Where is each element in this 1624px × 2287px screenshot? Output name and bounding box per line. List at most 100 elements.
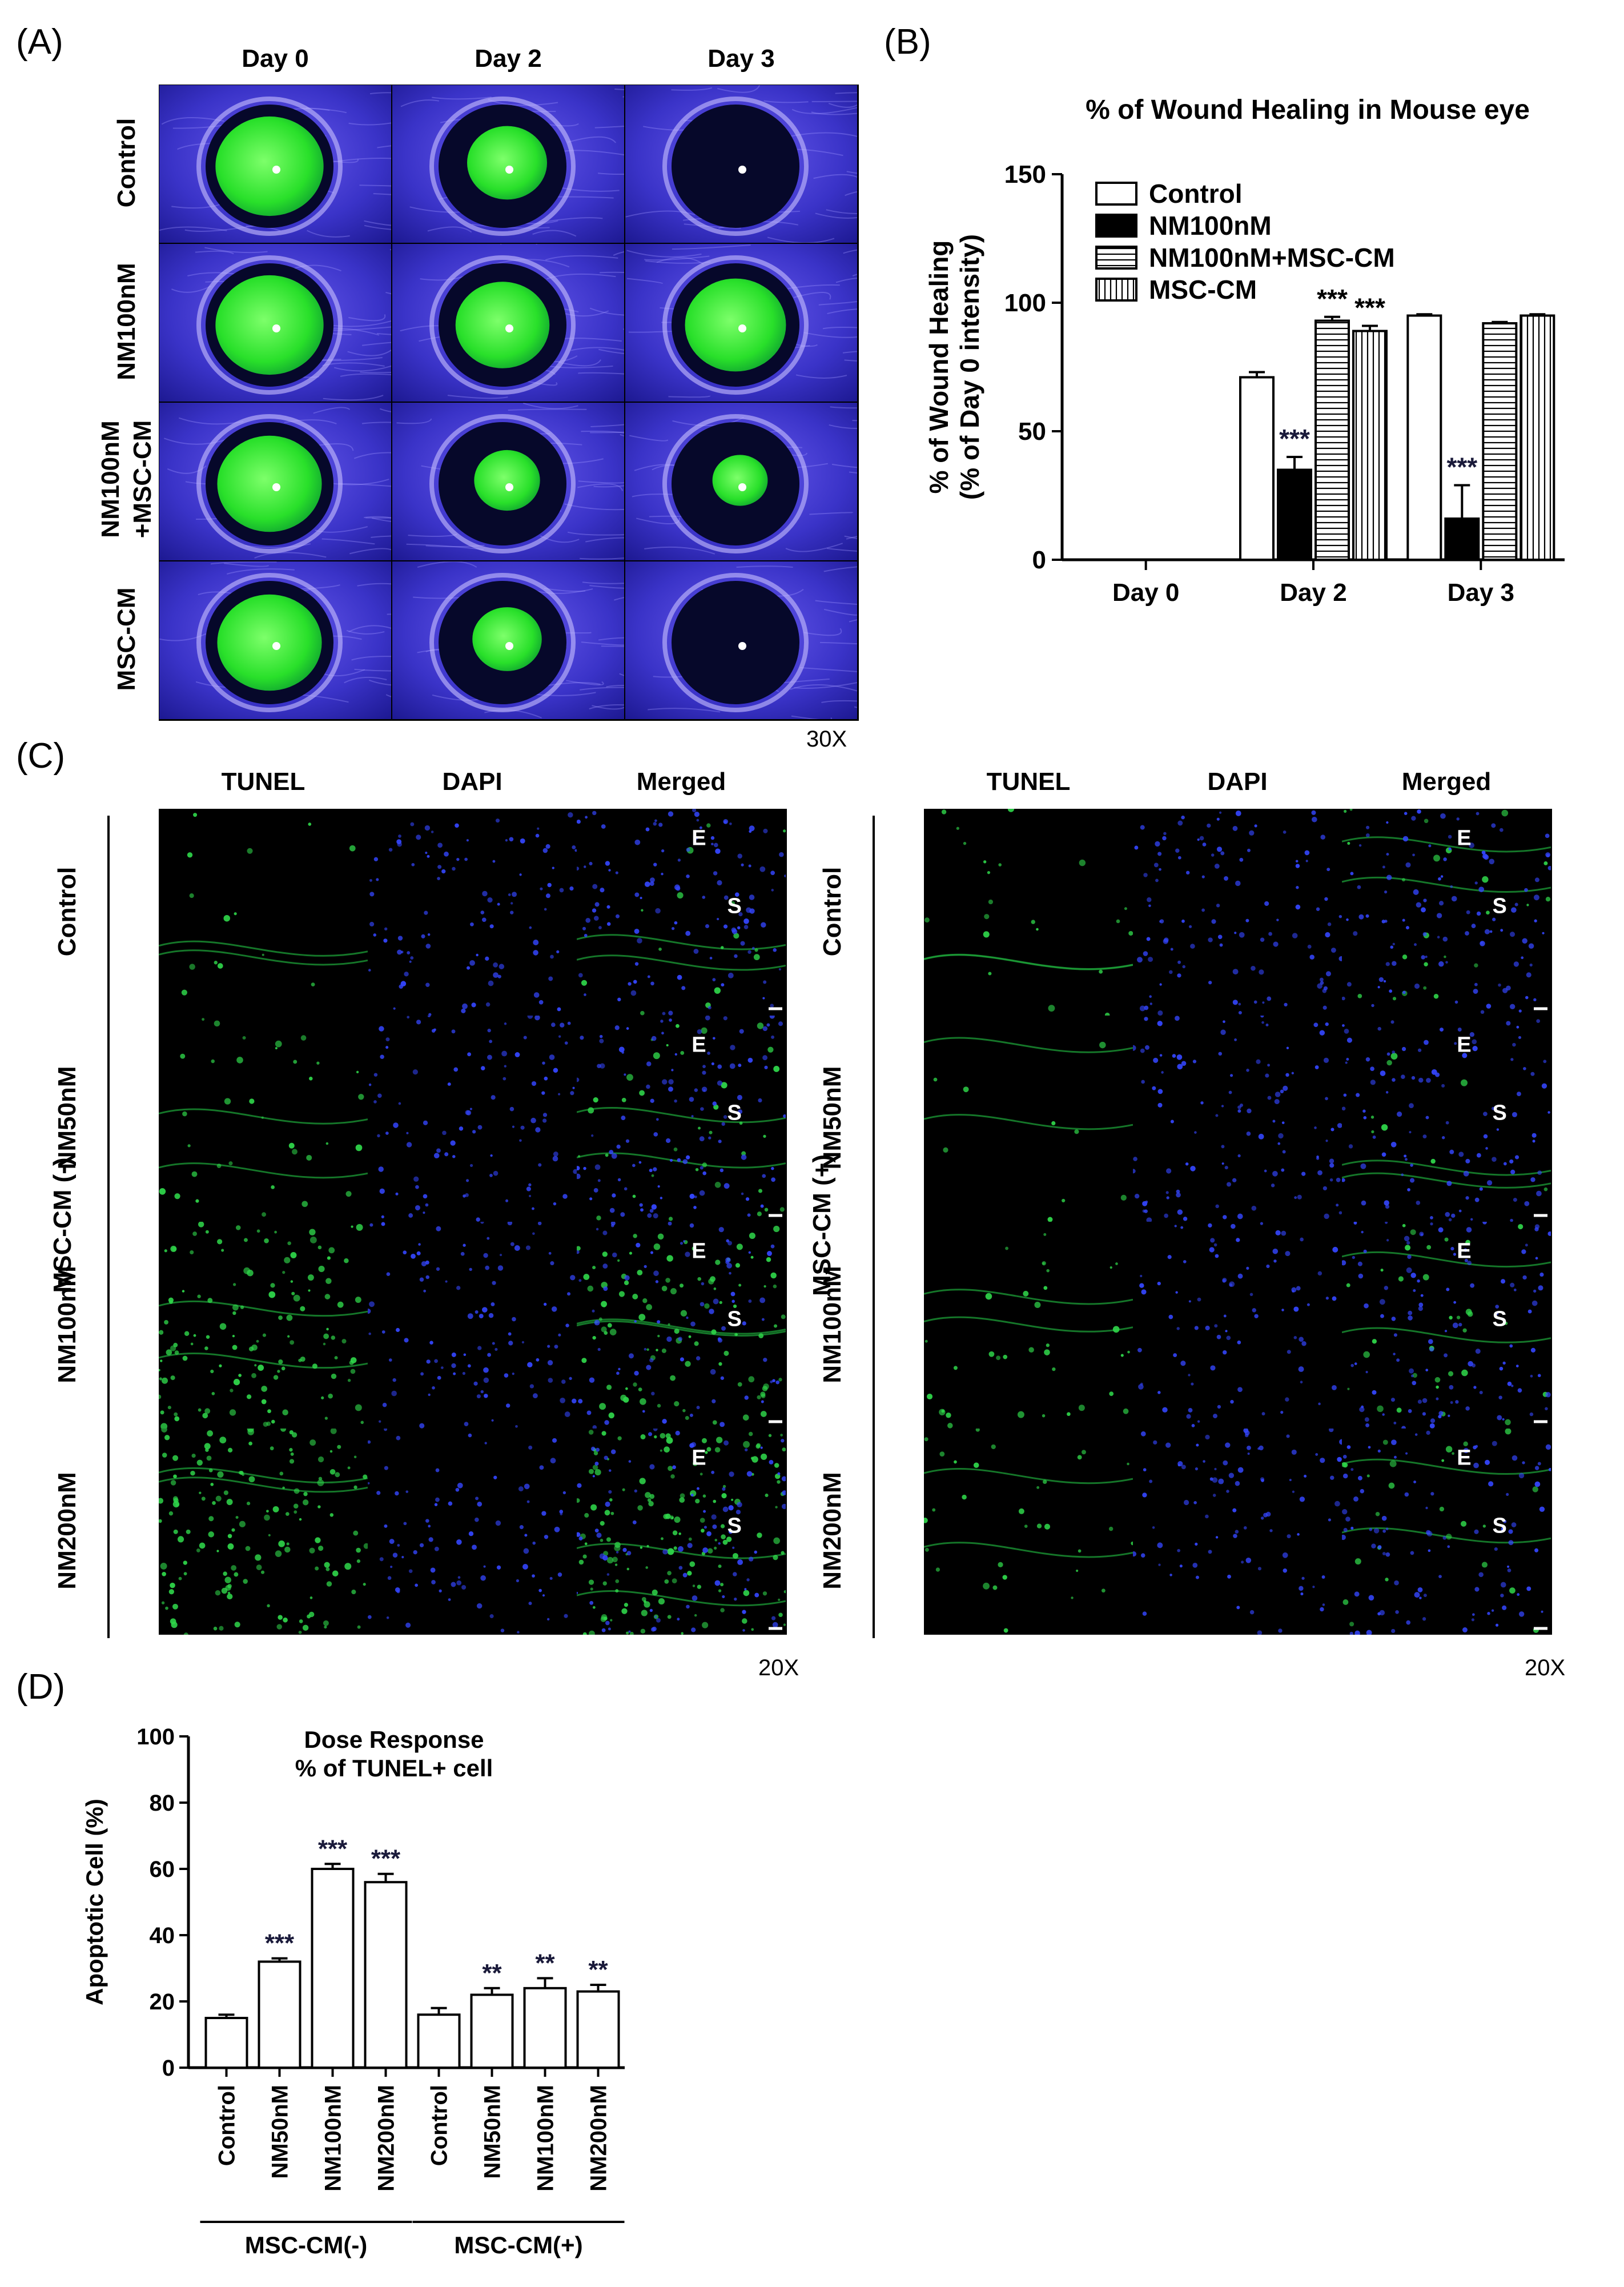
row-label-control: Control — [53, 866, 81, 956]
chart-b-bar — [1315, 319, 1350, 561]
marker-s: S — [1493, 1101, 1507, 1125]
panel-c-letter: (C) — [16, 736, 66, 776]
chart-b-xtick-label: Day 2 — [1280, 579, 1346, 607]
chart-b-bar — [1239, 376, 1275, 561]
marker-e: E — [692, 1446, 706, 1470]
column-label-merged: Merged — [1401, 768, 1492, 796]
micrograph-dapi — [368, 1222, 577, 1429]
row-label-control: Control — [818, 866, 846, 956]
chart-d-xtick-label: NM100nM — [533, 2085, 558, 2192]
micrograph-dapi — [368, 809, 577, 1016]
micrograph-tunel — [924, 1428, 1133, 1635]
row-label-nm200nm: NM200nM — [53, 1472, 81, 1590]
column-label-tunel: TUNEL — [221, 768, 305, 796]
chart-b-ytick-label: 100 — [1004, 289, 1046, 317]
chart-b-legend-label: NM100nM — [1149, 211, 1272, 240]
group-bracket-msc-minus — [107, 816, 110, 1638]
scale-bar — [769, 1420, 782, 1423]
micrograph-tunel — [159, 809, 368, 1016]
chart-d-group-label: MSC-CM(+) — [454, 2232, 582, 2258]
row-label-line: MSC-CM — [112, 587, 140, 691]
marker-e: E — [1457, 826, 1471, 850]
chart-d-bar — [470, 1993, 514, 2069]
eye-image — [392, 403, 624, 560]
chart-d-xtick-label: NM50nM — [480, 2085, 505, 2178]
chart-d-title: Dose Response% of TUNEL+ cell — [295, 1726, 493, 1782]
chart-b-bar — [1406, 314, 1442, 561]
chart-d-ytick-label: 40 — [150, 1923, 175, 1948]
eye-image — [392, 244, 624, 402]
marker-e: E — [1457, 1446, 1471, 1470]
marker-s: S — [1493, 894, 1507, 918]
chart-b-xtick-label: Day 0 — [1112, 579, 1179, 607]
chart-b-legend-swatch — [1095, 214, 1137, 238]
panel-a-letter: (A) — [16, 22, 63, 62]
dose-response-chart: Dose Response% of TUNEL+ cell Apoptotic C… — [81, 1724, 625, 2258]
eye-image — [392, 85, 624, 243]
marker-e: E — [1457, 1239, 1471, 1263]
micrograph-tunel — [924, 1222, 1133, 1429]
micrograph-tunel — [159, 1015, 368, 1222]
chart-d-title-line: Dose Response — [304, 1726, 484, 1753]
chart-d-xtick-label: NM200nM — [374, 2085, 399, 2192]
panel-b-letter: (B) — [884, 22, 931, 62]
chart-b-legend-swatch — [1095, 246, 1137, 270]
micrograph-dapi — [1133, 1428, 1342, 1635]
chart-d-bar — [311, 1868, 355, 2069]
micrograph-dapi — [1133, 1222, 1342, 1429]
row-label-nm50nm: NM50nM — [818, 1066, 846, 1170]
eye-image — [625, 561, 857, 719]
scale-bar — [769, 1007, 782, 1010]
chart-d-bar — [258, 1960, 302, 2069]
group-bracket-msc-plus — [873, 816, 875, 1638]
micrograph-tunel — [924, 1015, 1133, 1222]
micrograph-tunel — [159, 1222, 368, 1429]
micrograph-dapi — [1133, 809, 1342, 1016]
chart-b-ylabel-line: (% of Day 0 intensity) — [955, 234, 984, 500]
chart-d-significance: ** — [482, 1959, 502, 1987]
panel-d-letter: (D) — [16, 1667, 66, 1707]
eye-image — [159, 85, 391, 243]
column-label-3: Day 3 — [708, 45, 775, 73]
chart-b-legend-label: MSC-CM — [1149, 275, 1257, 304]
scale-bar — [1534, 1627, 1547, 1630]
chart-d-ytick-label: 100 — [136, 1724, 175, 1750]
scale-bar — [1534, 1007, 1547, 1010]
column-label-dapi: DAPI — [442, 768, 503, 796]
scale-bar — [1534, 1420, 1547, 1423]
row-label-nm50nm: NM50nM — [53, 1066, 81, 1170]
chart-d-ytick-label: 20 — [150, 1989, 175, 2015]
chart-b-legend-swatch — [1095, 278, 1137, 302]
chart-d-title-line: % of TUNEL+ cell — [295, 1755, 493, 1782]
chart-b-significance: *** — [1354, 293, 1385, 323]
chart-d-bar — [417, 2013, 461, 2069]
chart-b-bar — [1352, 330, 1388, 561]
chart-b-bar — [1482, 322, 1518, 561]
chart-b-legend-label: NM100nM+MSC-CM — [1149, 243, 1395, 272]
panel-c-magnification-left: 20X — [758, 1655, 799, 1680]
marker-s: S — [1493, 1514, 1507, 1538]
chart-b-bar — [1444, 517, 1480, 561]
marker-s: S — [727, 1307, 742, 1331]
chart-b-significance: *** — [1317, 284, 1348, 314]
row-label-4: MSC-CM — [111, 525, 143, 753]
marker-s: S — [727, 1101, 742, 1125]
chart-d-xtick-label: Control — [215, 2085, 240, 2166]
chart-d-significance: *** — [265, 1929, 295, 1957]
scale-bar — [769, 1627, 782, 1630]
chart-d-xtick-label: NM200nM — [586, 2085, 612, 2192]
marker-s: S — [1493, 1307, 1507, 1331]
chart-d-xtick-label: NM100nM — [321, 2085, 346, 2192]
chart-d-bar — [576, 1990, 620, 2069]
chart-b-bar — [1520, 314, 1555, 561]
chart-b-significance: *** — [1279, 424, 1310, 454]
chart-d-xtick-label: NM50nM — [268, 2085, 293, 2178]
eye-image — [392, 561, 624, 719]
chart-d-ytick-label: 0 — [162, 2056, 175, 2081]
chart-d-ytick-label: 80 — [150, 1791, 175, 1816]
panel-a-magnification: 30X — [806, 727, 847, 752]
row-label-nm200nm: NM200nM — [818, 1472, 846, 1590]
chart-b-title: % of Wound Healing in Mouse eye — [1086, 95, 1530, 125]
